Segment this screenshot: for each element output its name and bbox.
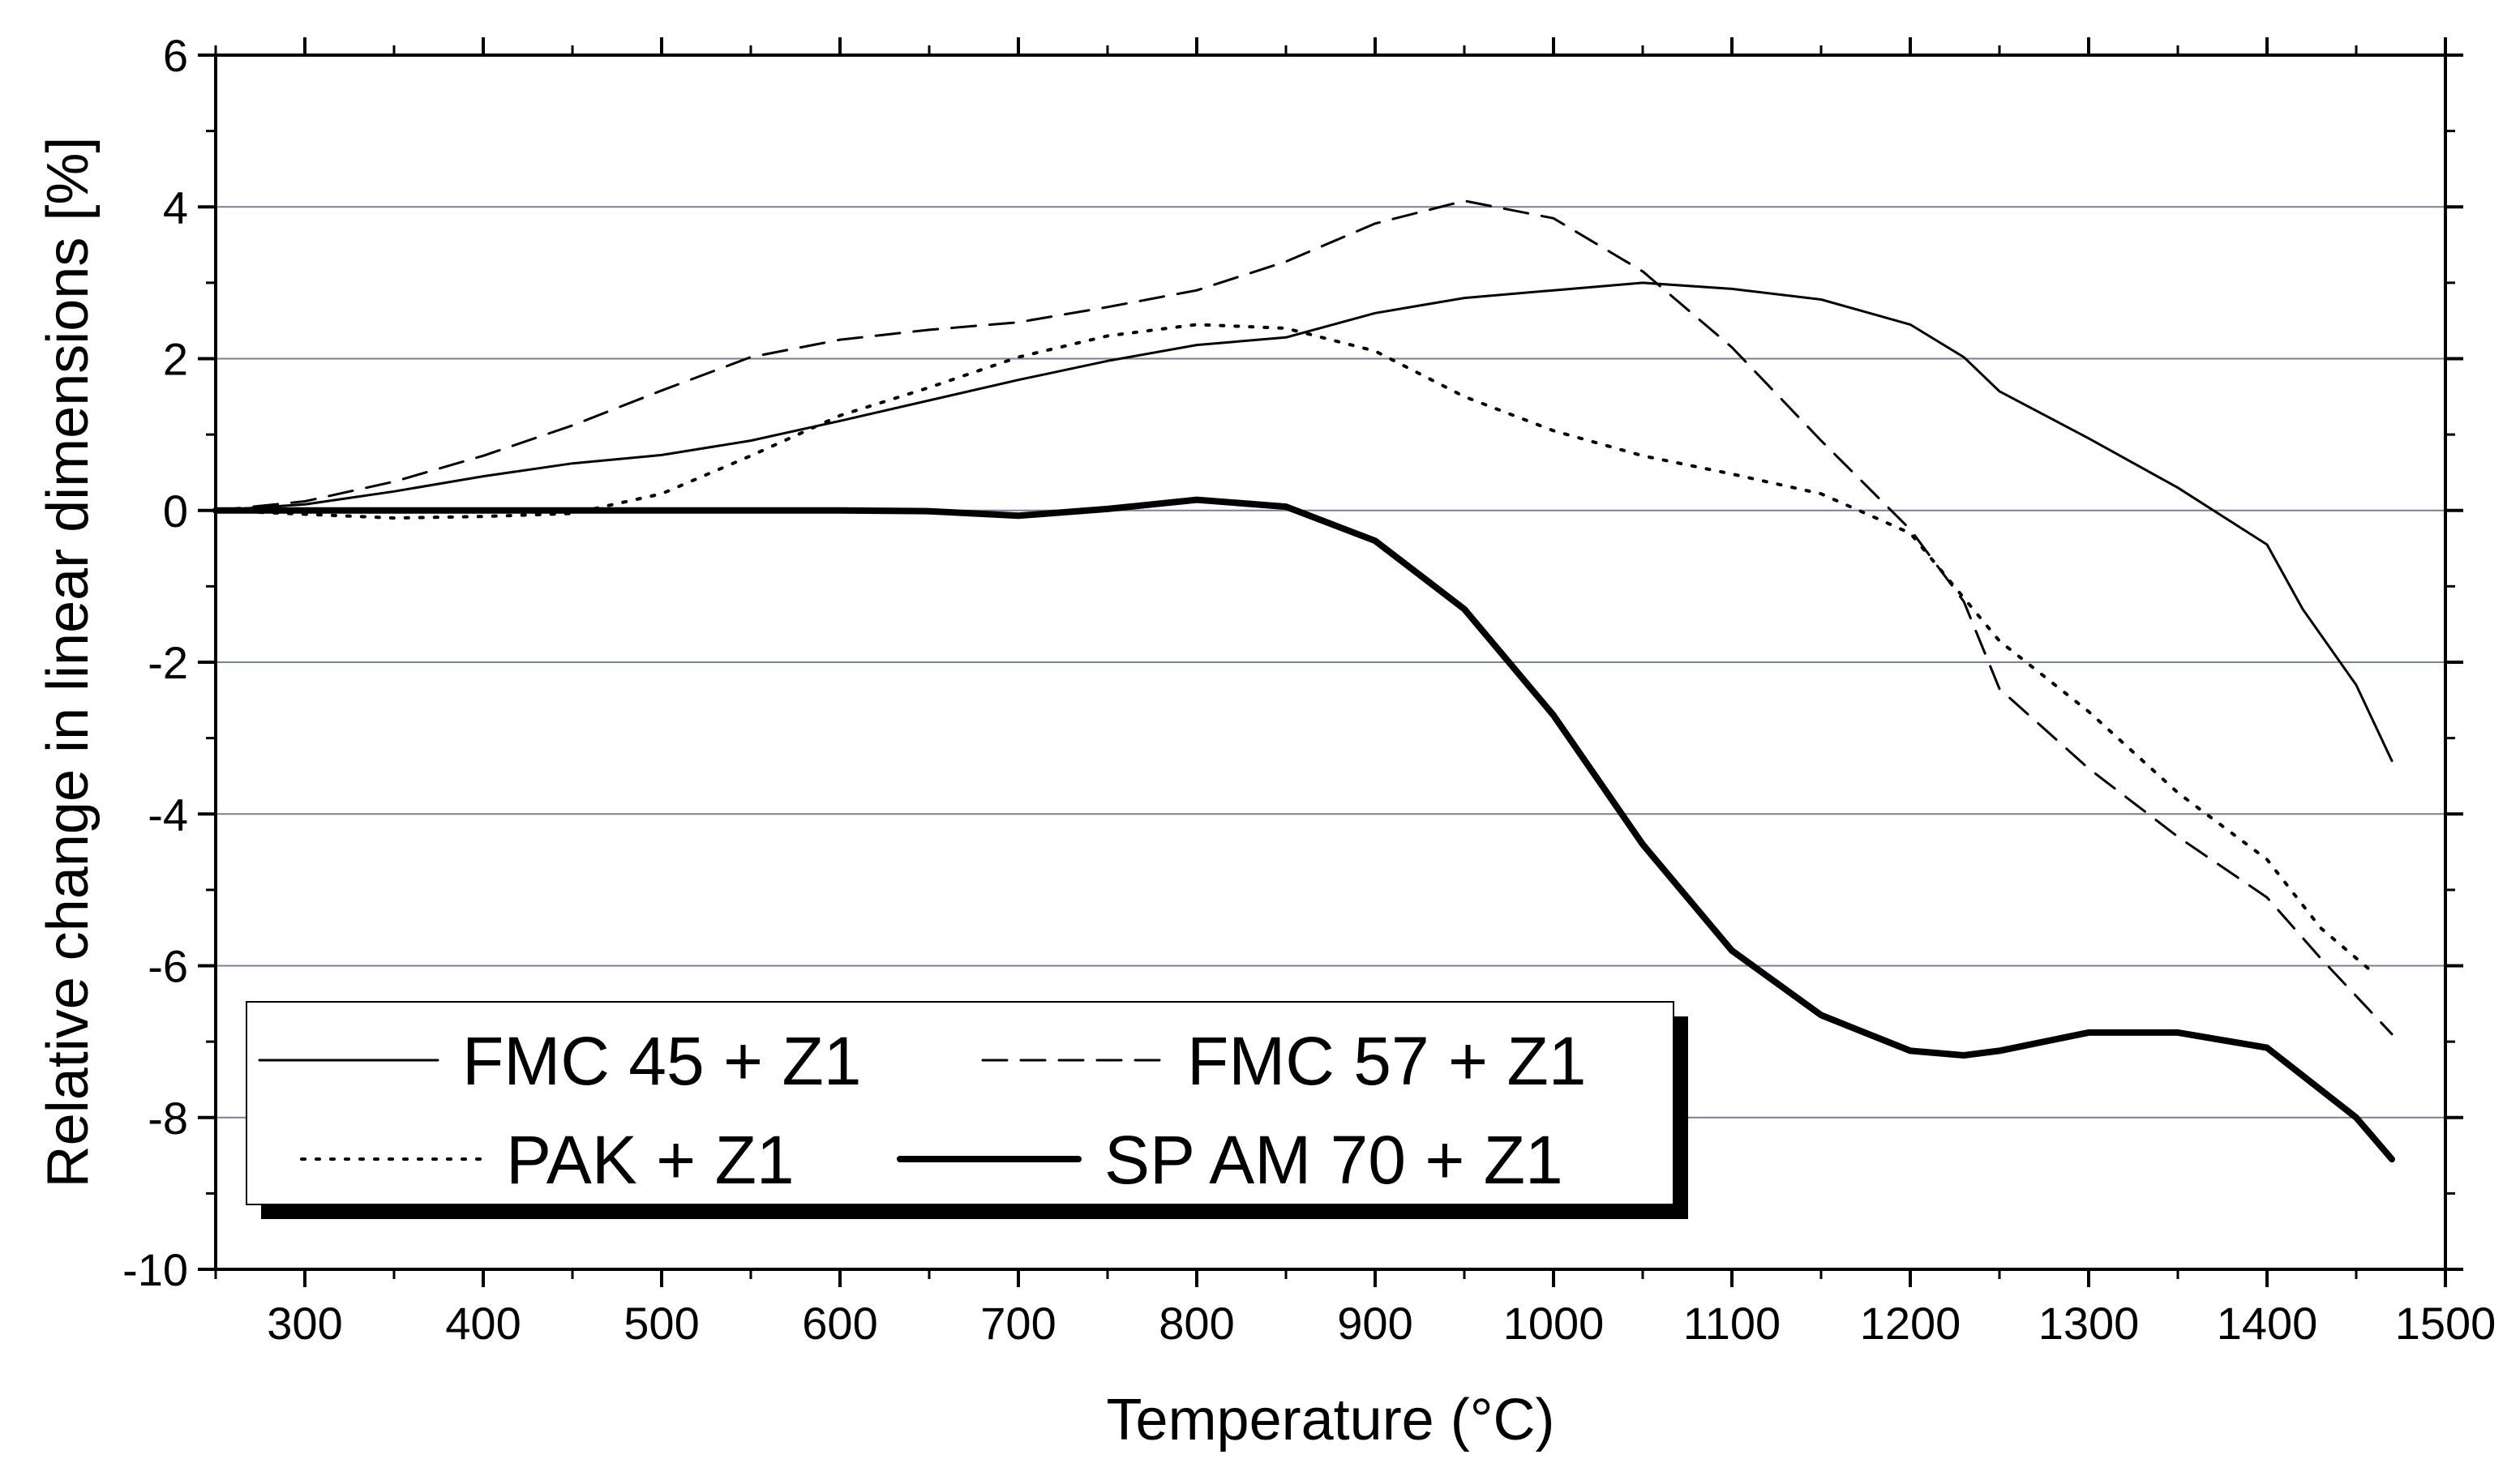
grid-lines — [216, 206, 2445, 1119]
x-tick-label: 1100 — [1683, 1298, 1781, 1349]
y-tick-label: -2 — [148, 637, 188, 688]
x-tick-label: 1400 — [2217, 1298, 2318, 1349]
y-tick-label: 0 — [163, 486, 188, 537]
x-tick-label: 400 — [445, 1298, 521, 1349]
y-tick-label: -6 — [148, 941, 188, 992]
x-tick-label: 700 — [980, 1298, 1056, 1349]
y-axis-label: Relative change in linear dimensions [%] — [36, 137, 101, 1188]
series-line-sp-am-70 — [212, 496, 2395, 1163]
legend-label-fmc-45: FMC 45 + Z1 — [462, 1023, 861, 1099]
legend-label-pak: PAK + Z1 — [506, 1122, 795, 1198]
series-line-pak — [214, 323, 2376, 975]
y-tick-label: -10 — [122, 1244, 188, 1295]
y-tick-label: 6 — [163, 30, 188, 81]
x-tick-label: 1500 — [2395, 1298, 2496, 1349]
x-axis-label: Temperature (°C) — [1107, 1388, 1555, 1452]
legend: FMC 45 + Z1 FMC 57 + Z1 PAK + Z1 SP AM 7… — [246, 1001, 1688, 1219]
y-tick-label: 4 — [163, 182, 188, 233]
x-tick-label: 1000 — [1503, 1298, 1605, 1349]
x-tick-label: 500 — [624, 1298, 699, 1349]
series-lines — [212, 199, 2395, 1163]
x-tick-label: 1200 — [1860, 1298, 1961, 1349]
legend-box — [246, 1001, 1674, 1205]
series-line-fmc-45 — [214, 281, 2394, 763]
x-tick-label: 800 — [1159, 1298, 1234, 1349]
x-tick-label: 1300 — [2038, 1298, 2140, 1349]
legend-label-sp-am-70: SP AM 70 + Z1 — [1104, 1122, 1563, 1198]
x-tick-label: 900 — [1337, 1298, 1412, 1349]
series-line-fmc-57 — [214, 199, 2394, 1036]
tick-labels: -10 -8 -6 -4 -2 0 2 4 6 300 400 500 600 700 800 900 1000… — [122, 30, 2496, 1349]
axis-ticks — [198, 37, 2463, 1287]
y-tick-label: 2 — [163, 334, 188, 385]
y-tick-label: -4 — [148, 789, 188, 840]
x-tick-label: 300 — [267, 1298, 342, 1349]
legend-label-fmc-57: FMC 57 + Z1 — [1187, 1023, 1586, 1099]
x-tick-label: 600 — [802, 1298, 877, 1349]
y-tick-label: -8 — [148, 1093, 188, 1144]
